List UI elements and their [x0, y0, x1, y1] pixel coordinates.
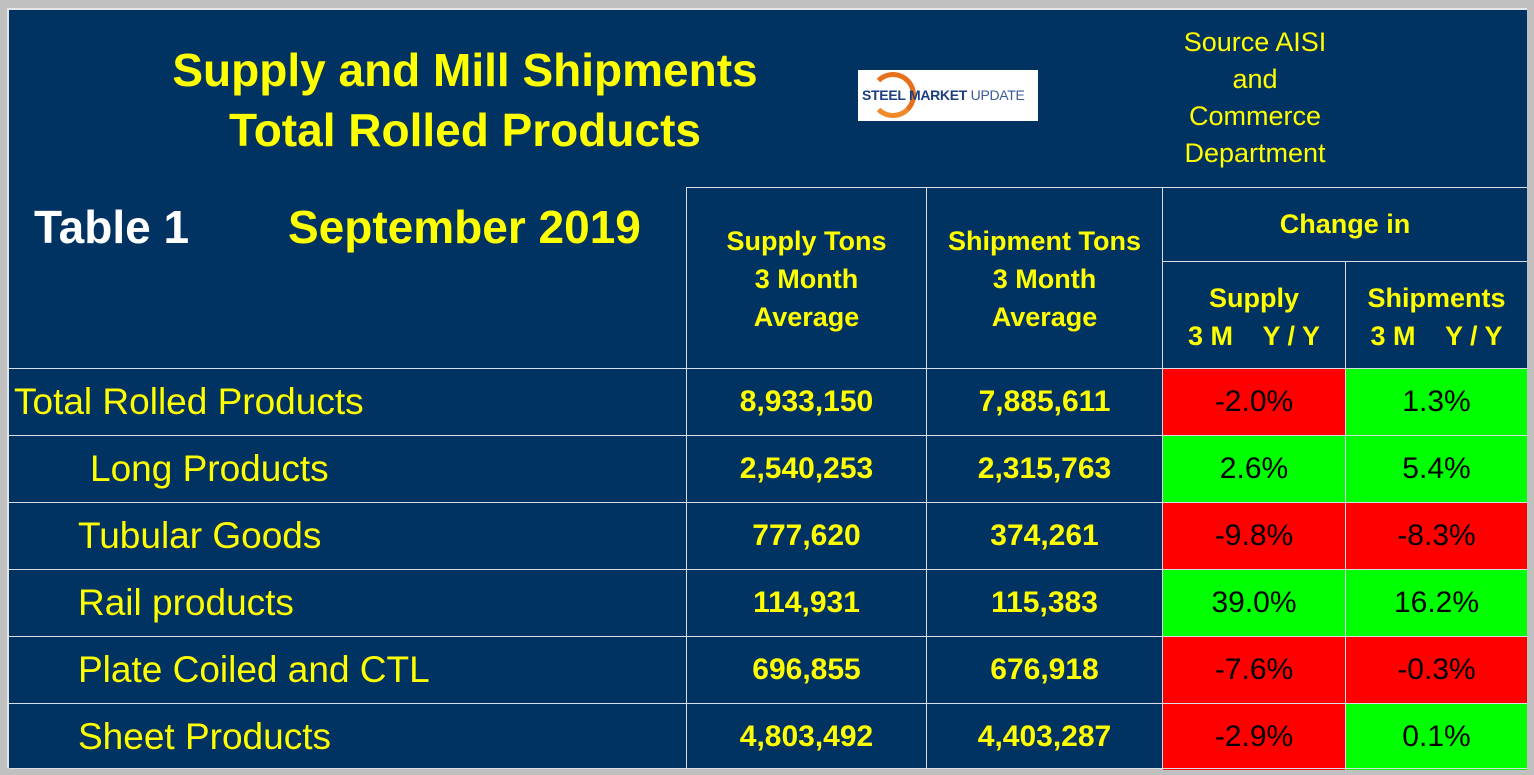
- supply-change: -2.9%: [1163, 703, 1345, 770]
- supply-change: -2.0%: [1163, 368, 1345, 435]
- header-supply-change: Supply 3 M Y / Y: [1187, 283, 1321, 351]
- supply-tons: 696,855: [752, 652, 861, 686]
- shipment-change: -0.3%: [1346, 636, 1527, 703]
- shipment-tons: 2,315,763: [977, 451, 1112, 485]
- supply-tons: 2,540,253: [739, 451, 874, 485]
- header-change-in: Change in: [1279, 209, 1411, 239]
- supply-tons: 114,931: [753, 585, 860, 619]
- row-label: Sheet Products: [78, 715, 331, 757]
- shipment-tons: 115,383: [991, 585, 1098, 619]
- logo-arc-icon: [870, 72, 916, 118]
- shipment-tons: 4,403,287: [977, 719, 1112, 753]
- header-shipment-tons: Shipment Tons 3 Month Average: [948, 226, 1141, 332]
- supply-change: -9.8%: [1163, 502, 1345, 569]
- shipment-tons: 676,918: [990, 652, 1099, 686]
- period: September 2019: [288, 201, 641, 253]
- shipment-tons: 7,885,611: [978, 384, 1111, 418]
- supply-change: 2.6%: [1163, 435, 1345, 502]
- shipment-change: 1.3%: [1346, 368, 1527, 435]
- shipment-change: -8.3%: [1346, 502, 1527, 569]
- header-supply-tons: Supply Tons 3 Month Average: [726, 226, 887, 332]
- shipment-change: 5.4%: [1346, 435, 1527, 502]
- source-note: Source AISI and Commerce Department: [1140, 24, 1370, 172]
- supply-tons: 777,620: [752, 518, 861, 552]
- supply-tons: 8,933,150: [739, 384, 874, 418]
- supply-change: -7.6%: [1163, 636, 1345, 703]
- shipment-change: 0.1%: [1346, 703, 1527, 770]
- title-line-2: Total Rolled Products: [229, 104, 701, 156]
- source-line: and: [1232, 64, 1278, 94]
- table-label: Table 1: [34, 201, 190, 253]
- source-line: Commerce: [1188, 101, 1322, 131]
- logo-text-light: UPDATE: [970, 87, 1025, 103]
- row-label: Tubular Goods: [78, 514, 322, 556]
- source-line: Department: [1184, 138, 1326, 168]
- shipment-tons: 374,261: [990, 518, 1099, 552]
- supply-change: 39.0%: [1163, 569, 1345, 636]
- source-line: Source AISI: [1183, 27, 1327, 57]
- steel-market-update-logo: STEEL MARKET UPDATE: [858, 70, 1038, 121]
- row-label: Plate Coiled and CTL: [78, 648, 430, 690]
- shipment-change: 16.2%: [1346, 569, 1527, 636]
- row-label: Rail products: [78, 581, 294, 623]
- header-shipments-change: Shipments 3 M Y / Y: [1367, 283, 1506, 351]
- title-line-1: Supply and Mill Shipments: [172, 44, 758, 96]
- row-label: Long Products: [90, 447, 329, 489]
- supply-tons: 4,803,492: [739, 719, 874, 753]
- row-label: Total Rolled Products: [14, 380, 364, 422]
- logo-text: STEEL MARKET: [862, 87, 968, 103]
